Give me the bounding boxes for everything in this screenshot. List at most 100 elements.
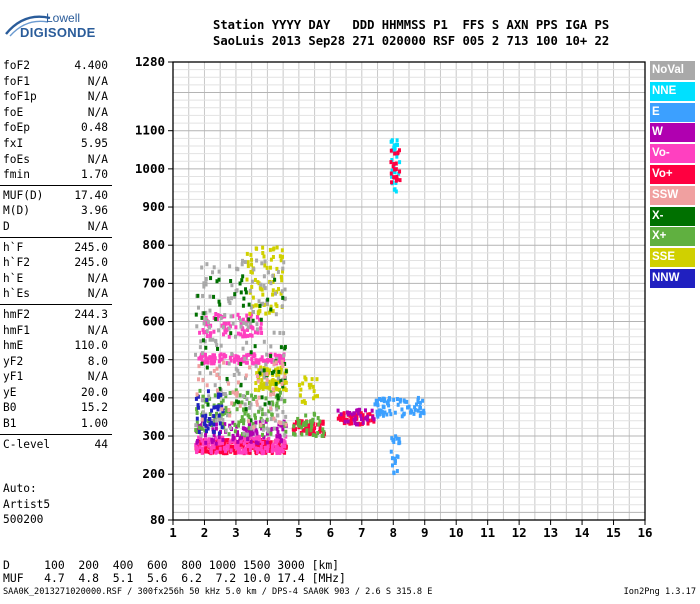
echo-point [280, 354, 284, 359]
echo-point [203, 417, 207, 422]
echo-point [213, 393, 217, 398]
echo-point [380, 410, 384, 415]
echo-point [336, 408, 340, 413]
echo-point [195, 429, 199, 434]
echo-point [276, 393, 280, 398]
param-value: 1.70 [81, 168, 108, 182]
echo-point [246, 437, 250, 442]
echo-point [260, 368, 264, 373]
echo-point [249, 333, 253, 338]
echo-point [278, 254, 282, 259]
x-tick-label: 8 [390, 525, 398, 540]
echo-point [403, 399, 407, 404]
echo-point [260, 330, 264, 335]
echo-point [395, 469, 399, 474]
echo-point [269, 427, 273, 432]
echo-point [270, 412, 274, 417]
echo-point [304, 413, 308, 418]
param-label: yF1 [3, 370, 24, 384]
echo-point [249, 352, 253, 357]
echo-point [395, 154, 399, 159]
param-row: h`Es N/A [0, 286, 112, 302]
echo-point [229, 331, 233, 336]
param-value: N/A [87, 271, 108, 285]
echo-point [208, 412, 212, 417]
y-tick-label: 400 [142, 390, 165, 405]
echo-point [395, 174, 399, 179]
echo-point [242, 408, 246, 413]
echo-point [310, 377, 314, 382]
echo-point [394, 167, 398, 172]
echo-point [413, 405, 417, 410]
param-row: foF1 N/A [0, 74, 112, 90]
echo-point [234, 388, 238, 393]
echo-point [257, 385, 261, 390]
echo-point [235, 393, 239, 398]
echo-point [382, 399, 386, 404]
echo-point [260, 418, 264, 423]
echo-point [197, 425, 201, 430]
echo-point [203, 339, 207, 344]
echo-point [245, 340, 249, 345]
echo-point [233, 294, 237, 299]
echo-point [248, 450, 252, 455]
echo-point [390, 138, 394, 143]
echo-point [270, 371, 274, 376]
echo-point [197, 435, 201, 440]
echo-point [316, 416, 320, 421]
echo-point [264, 362, 268, 367]
echo-point [271, 279, 275, 284]
echo-point [279, 397, 283, 402]
y-tick-label: 80 [150, 512, 165, 527]
echo-point [254, 450, 258, 455]
echo-point [267, 436, 271, 441]
echo-point [342, 418, 346, 423]
echo-point [304, 377, 308, 382]
echo-point [263, 259, 267, 264]
echo-point [244, 287, 248, 292]
echo-point [226, 443, 230, 448]
echo-point [241, 274, 245, 279]
echo-point [203, 428, 207, 433]
param-label: foF1p [3, 90, 37, 104]
echo-point [225, 328, 229, 333]
echo-point [207, 443, 211, 448]
echo-point [232, 359, 236, 364]
echo-point [227, 326, 231, 331]
echo-point [271, 402, 275, 407]
echo-point [221, 398, 225, 403]
echo-point [368, 412, 372, 417]
echo-point [311, 432, 315, 437]
echo-point [205, 262, 209, 267]
echo-point [216, 407, 220, 412]
echo-point [261, 386, 265, 391]
echo-point [261, 245, 265, 250]
echo-point [255, 371, 259, 376]
echo-point [250, 279, 254, 284]
echo-point [416, 399, 420, 404]
echo-point [349, 421, 353, 426]
echo-point [208, 325, 212, 330]
echo-point [280, 304, 284, 309]
echo-point [199, 432, 203, 437]
echo-point [392, 187, 396, 192]
x-tick-label: 3 [232, 525, 240, 540]
echo-point [204, 437, 208, 442]
x-tick-label: 12 [512, 525, 527, 540]
echo-point [208, 422, 212, 427]
echo-point [209, 358, 213, 363]
echo-point [229, 279, 233, 284]
echo-point [375, 409, 379, 414]
echo-point [253, 394, 257, 399]
echo-point [252, 442, 256, 447]
echo-point [283, 374, 287, 379]
echo-point [390, 463, 394, 468]
echo-point [194, 312, 198, 317]
echo-point [394, 180, 398, 185]
echo-point [255, 399, 259, 404]
echo-point [217, 269, 221, 274]
echo-point [195, 450, 199, 455]
param-value: 44 [94, 437, 108, 451]
echo-point [247, 419, 251, 424]
echo-point [273, 352, 277, 357]
